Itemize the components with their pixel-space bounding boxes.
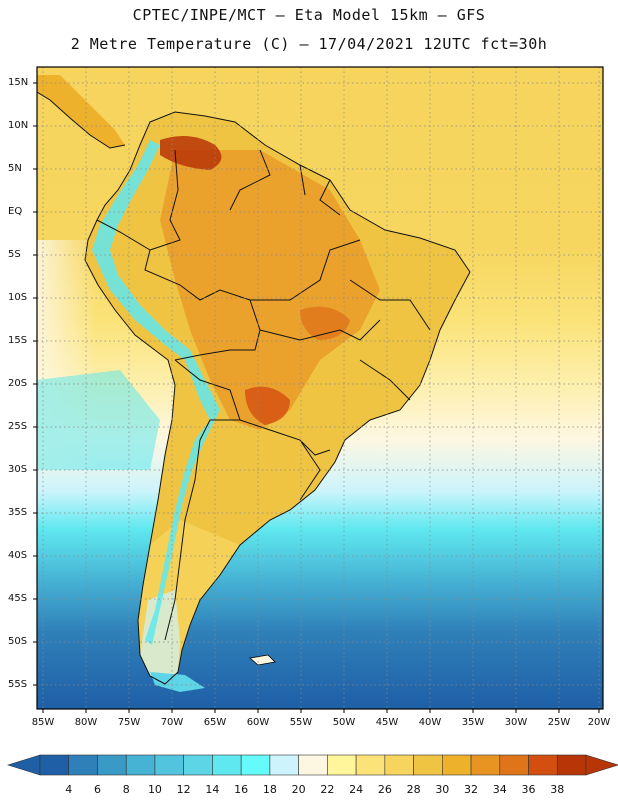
- tierra-del-fuego: [150, 672, 205, 692]
- lat-label: 40S: [8, 550, 28, 561]
- colorbar-tick-label: 6: [93, 783, 101, 796]
- map-title-line-2: 2 Metre Temperature (C) – 17/04/2021 12U…: [70, 35, 548, 53]
- colorbar-swatch: [556, 754, 587, 776]
- lat-label: 15S: [8, 335, 28, 346]
- lat-label: 5S: [8, 249, 21, 260]
- lon-label: 50W: [332, 717, 356, 728]
- lat-label: 55S: [8, 679, 28, 690]
- colorbar-arrow-low: [6, 754, 41, 776]
- colorbar-swatch: [154, 754, 184, 776]
- colorbar-tick-label: 36: [521, 783, 536, 796]
- colorbar-swatch: [298, 754, 328, 776]
- colorbar-tick-label: 10: [147, 783, 162, 796]
- lon-label: 70W: [160, 717, 184, 728]
- colorbar-tick-label: 14: [205, 783, 220, 796]
- colorbar-swatch: [269, 754, 299, 776]
- colorbar-tick-label: 38: [550, 783, 565, 796]
- colorbar-tick-label: 4: [65, 783, 73, 796]
- lat-label: 45S: [8, 593, 28, 604]
- falkland-islands: [249, 654, 276, 666]
- colorbar-swatch: [528, 754, 558, 776]
- lon-label: 20W: [587, 717, 611, 728]
- lat-label: 25S: [8, 421, 28, 432]
- lat-label: 30S: [8, 464, 28, 475]
- colorbar-swatch: [355, 754, 386, 776]
- colorbar-tick-label: 24: [349, 783, 364, 796]
- axis-ticks: [33, 82, 600, 713]
- lat-label: 5N: [8, 163, 22, 174]
- patagonia-cold: [140, 590, 180, 684]
- colorbar-tick-label: 30: [435, 783, 450, 796]
- colorbar-arrow-high: [585, 754, 618, 776]
- colorbar-tick-label: 8: [122, 783, 130, 796]
- colorbar-swatch: [125, 754, 156, 776]
- lat-label: 50S: [8, 636, 28, 647]
- lon-label: 85W: [31, 717, 55, 728]
- map-frame: [36, 66, 604, 710]
- colorbar-swatch: [413, 754, 443, 776]
- colorbar-swatch: [442, 754, 472, 776]
- hot-spot-north: [160, 136, 222, 170]
- lat-label: 10S: [8, 292, 28, 303]
- lat-label: 35S: [8, 507, 28, 518]
- map-title-line-1: CPTEC/INPE/MCT – Eta Model 15km – GFS: [132, 6, 486, 24]
- colorbar-swatch: [470, 754, 501, 776]
- colorbar-swatch: [499, 754, 529, 776]
- lon-label: 65W: [203, 717, 227, 728]
- country-borders: [37, 91, 471, 685]
- colorbar-tick-label: 12: [176, 783, 191, 796]
- lon-label: 55W: [289, 717, 313, 728]
- colorbar: [6, 754, 618, 776]
- colorbar-tick-label: 22: [320, 783, 335, 796]
- colorbar-swatch: [240, 754, 271, 776]
- colorbar-tick-label: 18: [262, 783, 277, 796]
- colorbar-tick-label: 26: [377, 783, 392, 796]
- colorbar-swatch: [212, 754, 242, 776]
- lat-label: 15N: [8, 77, 29, 88]
- lat-label: EQ: [8, 206, 23, 217]
- lon-label: 60W: [246, 717, 270, 728]
- lat-label: 20S: [8, 378, 28, 389]
- colorbar-tick-label: 32: [464, 783, 479, 796]
- colorbar-swatch: [327, 754, 357, 776]
- lon-label: 80W: [74, 717, 98, 728]
- colorbar-tick-label: 28: [406, 783, 421, 796]
- lon-label: 40W: [418, 717, 442, 728]
- colorbar-tick-label: 16: [234, 783, 249, 796]
- colorbar-swatch: [183, 754, 213, 776]
- colorbar-tick-label: 20: [291, 783, 306, 796]
- lat-label: 10N: [8, 120, 29, 131]
- hot-spot-central: [300, 306, 350, 340]
- central-america-landmass: [37, 75, 125, 148]
- colorbar-swatch: [384, 754, 414, 776]
- hot-spot-chaco: [245, 386, 290, 425]
- colorbar-tick-label: 34: [492, 783, 507, 796]
- lon-label: 45W: [375, 717, 399, 728]
- colorbar-swatch: [39, 754, 70, 776]
- colorbar-swatch: [68, 754, 98, 776]
- lon-label: 25W: [547, 717, 571, 728]
- colorbar-swatch: [97, 754, 127, 776]
- lon-label: 35W: [461, 717, 485, 728]
- lon-label: 75W: [117, 717, 141, 728]
- lon-label: 30W: [504, 717, 528, 728]
